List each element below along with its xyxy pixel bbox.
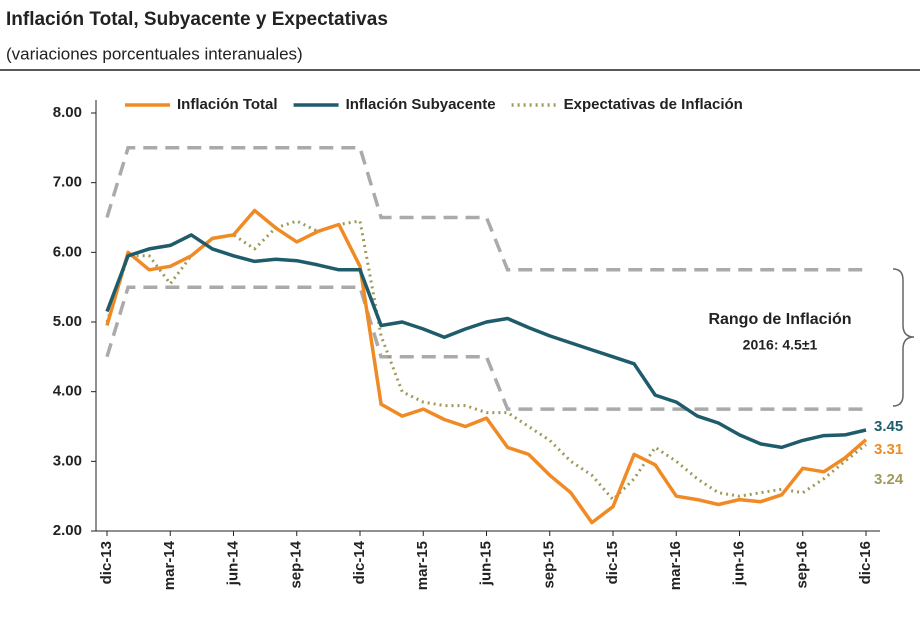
y-tick-label: 8.00 bbox=[53, 104, 82, 121]
chart-subtitle: (variaciones porcentuales interanuales) bbox=[6, 44, 303, 63]
series-line bbox=[105, 219, 867, 502]
x-tick-label: sep-15 bbox=[541, 541, 558, 589]
x-tick-label: dic-14 bbox=[351, 540, 368, 584]
x-tick-label: dic-15 bbox=[604, 541, 621, 584]
legend-label: Inflación Subyacente bbox=[346, 96, 496, 113]
end-label: 3.31 bbox=[874, 441, 903, 458]
end-label: 3.24 bbox=[874, 471, 904, 488]
y-tick-label: 6.00 bbox=[53, 243, 82, 260]
x-tick-label: jun-14 bbox=[224, 540, 241, 586]
y-tick-label: 5.00 bbox=[53, 313, 82, 330]
legend-label: Inflación Total bbox=[177, 96, 278, 113]
x-tick-label: jun-16 bbox=[730, 541, 747, 586]
y-tick-label: 7.00 bbox=[53, 174, 82, 191]
x-tick-label: mar-14 bbox=[161, 540, 178, 590]
x-tick-label: mar-15 bbox=[414, 541, 431, 590]
x-tick-label: sep-16 bbox=[794, 541, 811, 589]
series-line bbox=[105, 208, 868, 525]
x-tick-label: dic-13 bbox=[98, 541, 115, 584]
x-tick-label: dic-16 bbox=[857, 541, 874, 584]
chart-title: Inflación Total, Subyacente y Expectativ… bbox=[6, 9, 388, 30]
range-band bbox=[105, 285, 866, 411]
y-tick-label: 2.00 bbox=[53, 522, 82, 539]
end-label: 3.45 bbox=[874, 418, 903, 435]
y-tick-label: 4.00 bbox=[53, 383, 82, 400]
annotation: Rango de Inflación bbox=[708, 311, 851, 328]
y-tick-label: 3.00 bbox=[53, 452, 82, 469]
x-tick-label: mar-16 bbox=[667, 541, 684, 590]
series-line bbox=[105, 233, 867, 450]
x-tick-label: sep-14 bbox=[288, 540, 305, 588]
legend-label: Expectativas de Inflación bbox=[564, 96, 743, 113]
range-bracket bbox=[892, 268, 915, 407]
annotation: 2016: 4.5±1 bbox=[743, 337, 818, 353]
range-band bbox=[105, 146, 866, 272]
x-tick-label: jun-15 bbox=[477, 541, 494, 586]
